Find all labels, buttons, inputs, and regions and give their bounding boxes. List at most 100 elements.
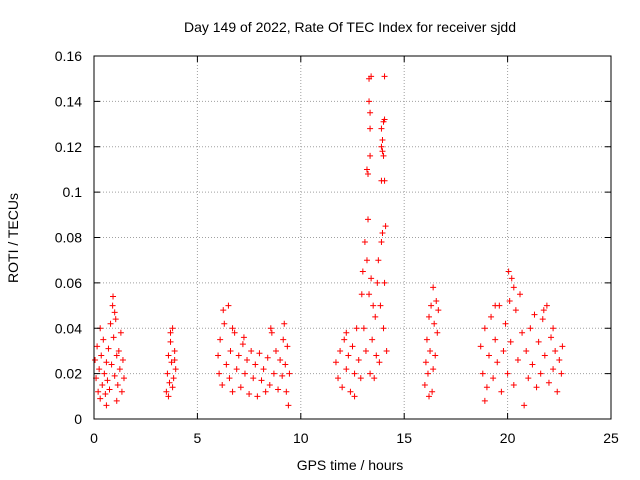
data-point [286, 370, 293, 377]
data-point [277, 357, 284, 364]
data-point [111, 309, 118, 316]
data-point [107, 320, 114, 327]
data-point [368, 73, 375, 80]
data-point [379, 148, 386, 155]
data-point [241, 370, 248, 377]
data-point [517, 291, 524, 298]
data-point [169, 384, 176, 391]
data-point [351, 370, 358, 377]
data-point [368, 275, 375, 282]
data-point [119, 357, 126, 364]
data-point [250, 375, 257, 382]
data-point [378, 125, 385, 132]
data-point [103, 402, 110, 409]
data-point [102, 391, 109, 398]
data-point [92, 357, 99, 364]
data-point [267, 325, 274, 332]
data-point [225, 302, 232, 309]
data-point [351, 393, 358, 400]
data-point [382, 223, 389, 230]
data-point [481, 325, 488, 332]
data-point [381, 116, 388, 123]
data-point [248, 347, 255, 354]
data-point [556, 357, 563, 364]
data-point [164, 370, 171, 377]
data-point [270, 370, 277, 377]
data-point [430, 284, 437, 291]
data-point [285, 402, 292, 409]
data-point [284, 343, 291, 350]
data-point [363, 166, 370, 173]
data-point [379, 136, 386, 143]
data-point [360, 325, 367, 332]
data-point [349, 343, 356, 350]
data-point [510, 381, 517, 388]
data-point [229, 388, 236, 395]
data-point [282, 361, 289, 368]
data-point [371, 375, 378, 382]
data-point [427, 347, 434, 354]
data-point [335, 375, 342, 382]
data-point [98, 352, 105, 359]
y-tick-label: 0.14 [55, 93, 82, 109]
data-point [343, 329, 350, 336]
data-point [369, 336, 376, 343]
data-point [428, 302, 435, 309]
data-point [426, 393, 433, 400]
data-point [504, 370, 511, 377]
data-point [519, 329, 526, 336]
data-point [558, 370, 565, 377]
data-point [492, 336, 499, 343]
data-point [221, 320, 228, 327]
data-point [378, 177, 385, 184]
data-point [494, 359, 501, 366]
data-point [266, 381, 273, 388]
data-point [165, 393, 172, 400]
data-point [217, 336, 224, 343]
data-point [96, 366, 103, 373]
data-point [215, 352, 222, 359]
data-point [550, 366, 557, 373]
data-point [554, 388, 561, 395]
data-point [370, 302, 377, 309]
data-point [163, 388, 170, 395]
data-point [283, 388, 290, 395]
grid-lines [94, 56, 611, 419]
data-point [361, 239, 368, 246]
x-tick-label: 20 [500, 430, 516, 446]
data-point [355, 357, 362, 364]
data-point [488, 313, 495, 320]
data-point [171, 357, 178, 364]
data-point [380, 152, 387, 159]
data-point [260, 366, 267, 373]
data-point [254, 393, 261, 400]
data-point [545, 379, 552, 386]
data-point [492, 302, 499, 309]
data-point [358, 291, 365, 298]
data-point [223, 361, 230, 368]
data-point [559, 343, 566, 350]
data-point [365, 216, 372, 223]
data-point [523, 347, 530, 354]
data-point [99, 381, 106, 388]
data-point [359, 268, 366, 275]
data-point [485, 352, 492, 359]
data-point [106, 386, 113, 393]
data-point [109, 302, 116, 309]
data-point [108, 361, 115, 368]
data-point [375, 257, 382, 264]
data-point [233, 366, 240, 373]
data-point [372, 313, 379, 320]
data-point [101, 370, 108, 377]
data-point [366, 291, 373, 298]
data-point [500, 347, 507, 354]
y-axis-label: ROTI / TECUs [5, 193, 21, 283]
data-point [357, 375, 364, 382]
data-point [548, 334, 555, 341]
data-point [231, 329, 238, 336]
data-point [165, 352, 172, 359]
data-point [367, 370, 374, 377]
data-point [279, 372, 286, 379]
data-point [479, 370, 486, 377]
